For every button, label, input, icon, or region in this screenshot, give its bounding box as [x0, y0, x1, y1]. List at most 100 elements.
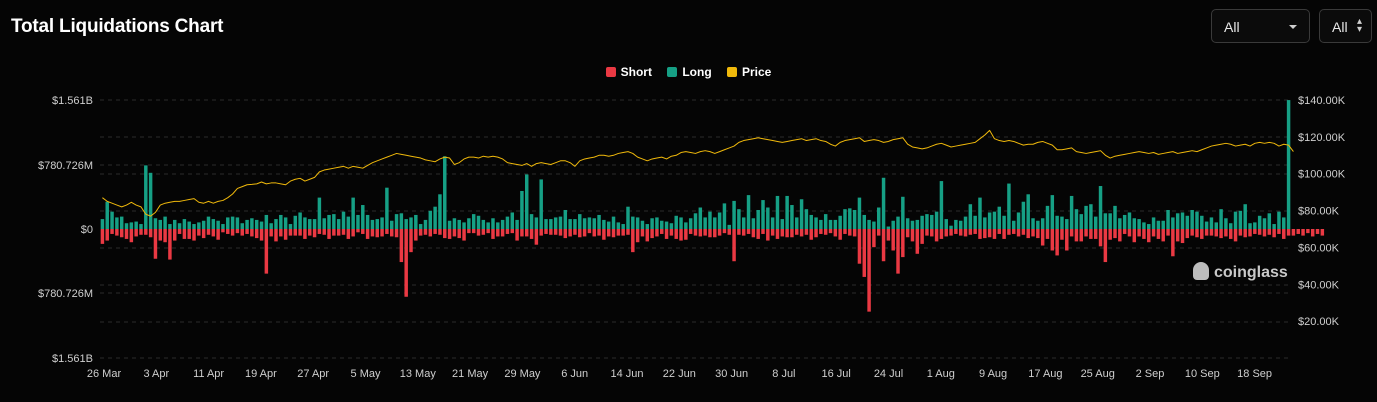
short-bar — [1296, 229, 1300, 234]
long-bar — [766, 207, 770, 229]
long-bar — [452, 218, 457, 229]
filter-dropdown-2-value: All — [1332, 19, 1348, 35]
long-bar — [1209, 217, 1214, 229]
long-bar — [833, 219, 838, 229]
chart-legend: Short Long Price — [0, 65, 1377, 79]
long-bar — [1228, 223, 1233, 229]
long-bar — [862, 214, 866, 229]
short-bar — [298, 229, 302, 236]
short-bar — [925, 229, 929, 236]
short-bar — [568, 229, 572, 237]
short-bar — [124, 229, 129, 239]
short-bar — [254, 229, 259, 239]
long-bar — [467, 218, 471, 229]
long-bar — [428, 210, 433, 229]
long-bar — [1147, 224, 1151, 229]
x-tick-label: 27 Apr — [297, 368, 329, 380]
long-bar — [939, 181, 944, 229]
x-tick-label: 13 May — [400, 368, 437, 380]
long-bar — [1103, 213, 1108, 229]
long-bar — [553, 217, 558, 229]
short-bar — [250, 229, 254, 237]
legend-item-long[interactable]: Long — [667, 65, 712, 79]
short-bar — [462, 229, 466, 241]
short-bar — [1291, 229, 1296, 236]
long-bar — [1171, 217, 1175, 229]
short-bar — [626, 229, 630, 235]
y-left-tick-label: $780.726M — [38, 288, 93, 300]
short-bar — [968, 229, 973, 235]
short-bar — [317, 229, 322, 234]
long-bar — [423, 219, 428, 229]
legend-item-short[interactable]: Short — [605, 65, 652, 79]
long-bar — [1002, 215, 1006, 229]
short-bar — [910, 229, 915, 242]
legend-item-price[interactable]: Price — [727, 65, 771, 79]
short-bar — [1209, 229, 1214, 236]
long-bar — [578, 214, 582, 229]
short-bar — [578, 229, 582, 238]
long-bar — [1055, 215, 1059, 229]
long-bar — [389, 220, 394, 229]
short-bar — [915, 229, 920, 254]
coinglass-watermark: coinglass — [1193, 262, 1288, 282]
short-bar — [245, 229, 249, 234]
long-bar — [582, 218, 587, 229]
short-bar — [905, 229, 910, 238]
short-bar — [934, 229, 939, 242]
short-bar — [828, 229, 833, 234]
short-bar — [939, 229, 944, 239]
x-tick-label: 16 Jul — [822, 368, 851, 380]
sort-updown-icon: ▴ ▾ — [1356, 16, 1362, 35]
short-bar — [819, 229, 823, 234]
long-bar — [703, 217, 707, 229]
long-bar — [177, 223, 182, 229]
short-bar — [1190, 229, 1194, 236]
short-bar — [428, 229, 433, 237]
long-bar — [795, 217, 799, 229]
short-bar — [182, 229, 187, 239]
long-bar — [650, 218, 654, 229]
y-right-tick-label: $80.00K — [1298, 206, 1340, 218]
short-bar — [1147, 229, 1151, 243]
short-bar — [226, 229, 230, 234]
long-bar — [226, 217, 230, 229]
short-bar — [259, 229, 264, 241]
x-tick-label: 9 Aug — [979, 368, 1007, 380]
long-bar — [674, 215, 678, 229]
filter-dropdown-1[interactable]: All — [1211, 9, 1310, 43]
short-bar — [1272, 229, 1276, 238]
short-bar — [713, 229, 717, 238]
long-bar — [245, 219, 249, 229]
short-bar — [1267, 229, 1272, 235]
long-bar — [259, 221, 264, 229]
long-bar — [741, 217, 746, 229]
short-bar — [346, 229, 351, 239]
long-bar — [987, 212, 992, 229]
long-bar — [587, 217, 592, 229]
short-bar — [1286, 229, 1291, 236]
long-bar — [848, 208, 852, 229]
long-bar — [1118, 218, 1122, 229]
long-bar — [298, 212, 302, 229]
short-bar — [293, 229, 298, 236]
long-bar — [872, 221, 876, 229]
long-bar — [153, 218, 158, 229]
short-bar — [1228, 229, 1233, 239]
long-bar — [1224, 218, 1228, 229]
long-bar — [1098, 186, 1103, 229]
short-bar — [1156, 229, 1161, 239]
short-bar — [876, 229, 881, 236]
short-bar — [587, 229, 592, 234]
long-bar — [688, 218, 693, 229]
short-bar — [1137, 229, 1141, 237]
long-bar — [283, 217, 288, 229]
short-bar — [115, 229, 119, 236]
short-bar — [823, 229, 828, 235]
filter-dropdown-2[interactable]: All ▴ ▾ — [1319, 9, 1372, 43]
long-bar — [1040, 218, 1045, 229]
long-bar — [361, 205, 365, 229]
long-bar — [958, 220, 963, 229]
short-bar — [534, 229, 539, 245]
x-tick-label: 30 Jun — [715, 368, 748, 380]
